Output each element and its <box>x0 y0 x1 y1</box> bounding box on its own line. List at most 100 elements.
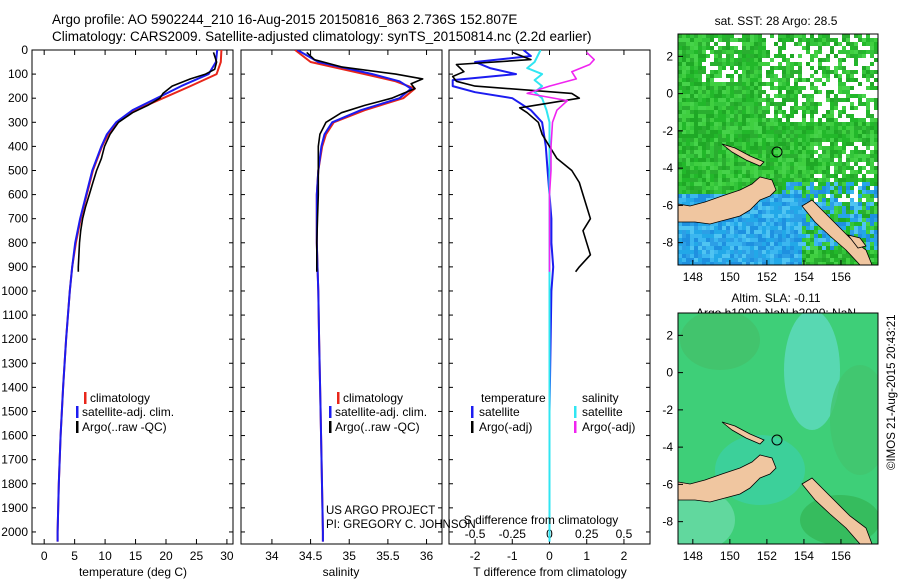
sst-cell <box>842 178 846 182</box>
sst-cell <box>686 66 690 70</box>
sst-cell <box>686 226 690 230</box>
sst-cell <box>686 82 690 86</box>
sst-cell <box>770 54 774 58</box>
sst-cell <box>810 262 814 265</box>
sst-cell <box>686 154 690 158</box>
sst-cell <box>810 154 814 158</box>
sst-cell <box>770 258 774 262</box>
sst-cell <box>710 94 714 98</box>
sst-cell <box>678 262 682 265</box>
sst-cell <box>750 50 754 54</box>
sst-cell <box>682 58 686 62</box>
sst-cell <box>770 158 774 162</box>
sst-cell <box>870 198 874 202</box>
sst-cell <box>834 158 838 162</box>
sst-cell <box>842 98 846 102</box>
sst-cell <box>830 174 834 178</box>
sla-map <box>678 313 878 544</box>
header-line-2: Climatology: CARS2009. Satellite-adjuste… <box>52 29 592 44</box>
sst-cell <box>706 170 710 174</box>
sst-cell <box>770 198 774 202</box>
sst-cell <box>754 170 758 174</box>
sst-cell <box>866 166 870 170</box>
sst-cell <box>742 170 746 174</box>
sst-cell <box>790 250 794 254</box>
sst-cell <box>762 206 766 210</box>
sst-cell <box>858 186 862 190</box>
sst-cell <box>870 114 874 118</box>
sst-cell <box>858 214 862 218</box>
sst-cell <box>834 166 838 170</box>
sst-cell <box>806 142 810 146</box>
sst-cell <box>866 54 870 58</box>
sst-cell <box>690 170 694 174</box>
sst-cell <box>814 66 818 70</box>
sst-cell <box>742 78 746 82</box>
sst-cell <box>858 122 862 126</box>
sst-cell <box>762 150 766 154</box>
sst-cell <box>678 254 682 258</box>
sst-cell <box>822 38 826 42</box>
sst-cell <box>698 70 702 74</box>
sst-cell <box>762 54 766 58</box>
y-tick-label: 600 <box>8 188 28 202</box>
sst-cell <box>702 234 706 238</box>
sst-cell <box>830 78 834 82</box>
sst-cell <box>686 186 690 190</box>
sst-cell <box>818 126 822 130</box>
sst-cell <box>758 38 762 42</box>
sst-cell <box>686 146 690 150</box>
sst-cell <box>714 238 718 242</box>
sst-cell <box>834 50 838 54</box>
sst-cell <box>830 50 834 54</box>
sst-cell <box>682 162 686 166</box>
sst-cell <box>782 94 786 98</box>
sst-cell <box>678 234 682 238</box>
sst-cell <box>762 166 766 170</box>
sst-cell <box>726 98 730 102</box>
sst-cell <box>786 66 790 70</box>
sst-cell <box>874 118 878 122</box>
sst-cell <box>758 54 762 58</box>
sst-cell <box>838 34 842 38</box>
sst-cell <box>686 202 690 206</box>
sst-cell <box>778 78 782 82</box>
sst-cell <box>794 62 798 66</box>
sst-cell <box>786 42 790 46</box>
sst-cell <box>830 82 834 86</box>
sst-cell <box>778 134 782 138</box>
sst-cell <box>794 82 798 86</box>
sst-cell <box>774 102 778 106</box>
sst-cell <box>822 126 826 130</box>
sst-cell <box>678 70 682 74</box>
sst-cell <box>746 46 750 50</box>
sst-cell <box>750 130 754 134</box>
sst-cell <box>742 162 746 166</box>
sst-cell <box>690 142 694 146</box>
sst-cell <box>714 186 718 190</box>
sst-cell <box>754 166 758 170</box>
sst-cell <box>690 162 694 166</box>
float-location-marker <box>771 146 783 158</box>
sst-cell <box>862 170 866 174</box>
sst-cell <box>714 174 718 178</box>
sst-cell <box>850 58 854 62</box>
sst-cell <box>870 150 874 154</box>
sst-cell <box>738 98 742 102</box>
sst-cell <box>842 54 846 58</box>
sst-cell <box>746 162 750 166</box>
sst-cell <box>778 214 782 218</box>
sst-cell <box>822 146 826 150</box>
sst-cell <box>870 98 874 102</box>
sst-cell <box>810 118 814 122</box>
sst-cell <box>854 102 858 106</box>
sst-cell <box>730 102 734 106</box>
sst-cell <box>814 46 818 50</box>
sst-cell <box>838 86 842 90</box>
sst-cell <box>754 122 758 126</box>
sst-cell <box>798 110 802 114</box>
sst-cell <box>830 162 834 166</box>
sst-cell <box>758 130 762 134</box>
sst-cell <box>786 138 790 142</box>
sst-cell <box>678 122 682 126</box>
